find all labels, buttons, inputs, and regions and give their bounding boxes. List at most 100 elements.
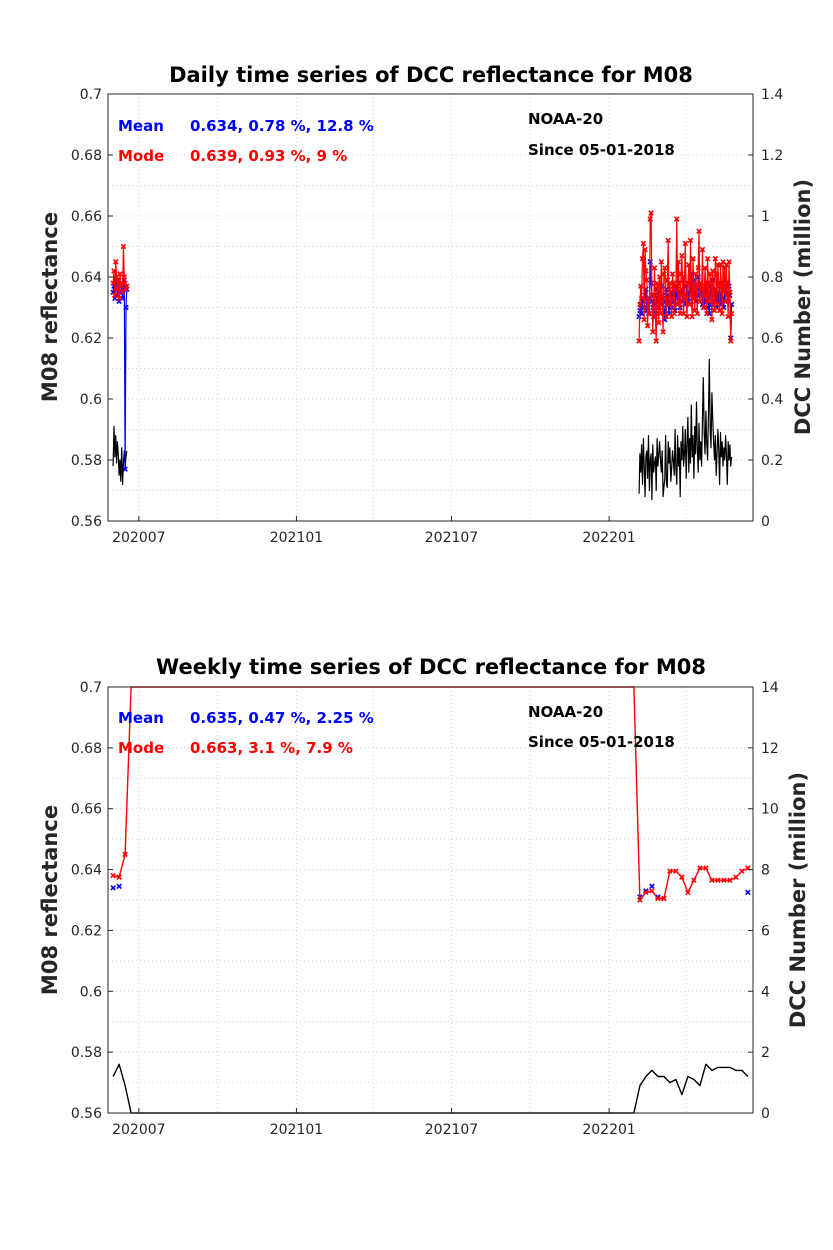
- weekly-x-tick-label: 202101: [270, 1122, 323, 1138]
- daily-mode-point: [117, 271, 123, 277]
- daily-mode-point: [665, 237, 671, 244]
- weekly-mode-point: [697, 865, 703, 871]
- daily-y-tick-label: 0.58: [71, 453, 102, 469]
- weekly-x-tick-label: 202007: [112, 1122, 165, 1138]
- daily-mode-point: [648, 210, 654, 216]
- weekly-x-ticks: 202007 202101 202107 202201: [112, 1108, 636, 1138]
- weekly-mode-point: [649, 888, 655, 894]
- daily-mode-point: [708, 280, 714, 286]
- weekly-y-ticks: 0.56 0.58 0.6 0.62 0.64 0.66 0.68 0.7: [71, 680, 113, 1122]
- daily-mode-point: [112, 292, 118, 299]
- weekly-y2-ticks: 0 2 4 6 8 10 12 14: [748, 680, 779, 1122]
- weekly-mode-point: [661, 895, 667, 902]
- weekly-mode-point: [703, 865, 709, 871]
- weekly-y-tick-label: 0.68: [71, 741, 102, 757]
- daily-x-tick-label: 202107: [425, 530, 478, 546]
- daily-mode-point: [710, 289, 717, 296]
- daily-mode-point: [685, 262, 692, 268]
- weekly-mode-point: [679, 874, 685, 880]
- weekly-plot-frame: [107, 686, 754, 1114]
- weekly-mode-point: [110, 872, 116, 879]
- daily-mode-point: [688, 292, 695, 299]
- daily-mode-point: [689, 313, 695, 320]
- daily-mode-point: [652, 313, 659, 320]
- weekly-y2-axis-label: DCC Number (million): [786, 772, 810, 1028]
- daily-chart-panel: Daily time series of DCC reflectance for…: [38, 63, 815, 546]
- weekly-mean-point: [116, 883, 122, 890]
- weekly-y2-tick-label: 12: [761, 741, 779, 757]
- daily-mode-point: [638, 283, 644, 289]
- weekly-mode-point: [673, 868, 679, 874]
- daily-mode-point: [122, 280, 128, 286]
- daily-mode-point: [646, 310, 653, 317]
- daily-y-tick-label: 0.66: [71, 209, 102, 225]
- weekly-y2-tick-label: 10: [761, 802, 779, 818]
- daily-mode-point: [662, 265, 668, 271]
- daily-mode-point: [651, 265, 658, 271]
- daily-mode-point: [121, 274, 128, 280]
- daily-mode-point: [693, 283, 700, 289]
- weekly-y-tick-label: 0.66: [71, 802, 102, 818]
- daily-mode-point: [673, 283, 679, 289]
- daily-mode-point: [657, 310, 664, 317]
- daily-y2-tick-label: 1.2: [761, 148, 783, 164]
- daily-mode-point: [644, 277, 650, 283]
- weekly-since-label: Since 05-01-2018: [528, 733, 675, 751]
- daily-mode-point: [697, 298, 703, 305]
- daily-count-line: [638, 358, 733, 501]
- daily-mode-point: [663, 313, 670, 320]
- daily-mode-point: [703, 310, 710, 317]
- daily-y2-tick-label: 1.4: [761, 87, 783, 103]
- weekly-mean-point: [745, 889, 751, 896]
- weekly-mode-stats: 0.663, 3.1 %, 7.9 %: [190, 739, 353, 757]
- weekly-mean-point: [649, 883, 655, 890]
- weekly-y-tick-label: 0.64: [71, 863, 102, 879]
- daily-y2-tick-label: 0.8: [761, 270, 783, 286]
- daily-mode-point: [124, 283, 130, 289]
- weekly-mode-point: [655, 895, 661, 902]
- weekly-y-tick-label: 0.62: [71, 923, 102, 939]
- daily-y-ticks: 0.56 0.58 0.6 0.62 0.64 0.66 0.68 0.7: [71, 87, 113, 530]
- daily-chart-title: Daily time series of DCC reflectance for…: [169, 63, 693, 87]
- weekly-y2-tick-label: 14: [761, 680, 779, 696]
- weekly-mode-point: [715, 877, 721, 883]
- daily-mode-point: [704, 255, 711, 262]
- weekly-y-axis-label: M08 reflectance: [38, 805, 62, 995]
- daily-mode-point: [718, 280, 725, 286]
- daily-mode-point: [649, 292, 655, 299]
- weekly-x-tick-label: 202107: [425, 1122, 478, 1138]
- daily-y2-tick-label: 1: [761, 209, 770, 225]
- daily-mode-point: [642, 246, 648, 253]
- daily-satellite-label: NOAA-20: [528, 110, 603, 128]
- daily-mode-point: [727, 338, 734, 344]
- weekly-y2-tick-label: 6: [761, 923, 770, 939]
- daily-mode-point: [638, 295, 645, 302]
- weekly-grid: [108, 687, 753, 1113]
- daily-mode-point: [681, 274, 688, 280]
- weekly-mode-label: Mode: [118, 739, 164, 757]
- daily-mode-point: [656, 319, 662, 326]
- daily-mode-point: [641, 316, 647, 323]
- daily-mean-point: [123, 304, 129, 311]
- daily-y2-tick-label: 0.6: [761, 331, 783, 347]
- daily-y-axis-label: M08 reflectance: [38, 212, 62, 402]
- daily-mode-point: [658, 258, 665, 265]
- daily-mode-point: [120, 243, 127, 250]
- weekly-mode-point: [685, 889, 691, 896]
- daily-mode-point: [703, 283, 709, 289]
- daily-mode-point: [698, 286, 705, 292]
- daily-y-tick-label: 0.56: [71, 514, 102, 530]
- daily-y-tick-label: 0.68: [71, 148, 102, 164]
- daily-mode-point: [637, 301, 643, 308]
- daily-mode-point: [709, 316, 715, 323]
- daily-mode-point: [713, 271, 719, 277]
- daily-y2-tick-label: 0.4: [761, 392, 783, 408]
- daily-x-ticks: 202007 202101 202107 202201: [112, 516, 636, 546]
- daily-y-tick-label: 0.6: [80, 392, 102, 408]
- weekly-mode-point: [709, 877, 715, 883]
- daily-mode-point: [683, 295, 689, 302]
- daily-y2-tick-label: 0.2: [761, 453, 783, 469]
- daily-x-tick-label: 202101: [270, 530, 323, 546]
- daily-mode-point: [676, 298, 683, 305]
